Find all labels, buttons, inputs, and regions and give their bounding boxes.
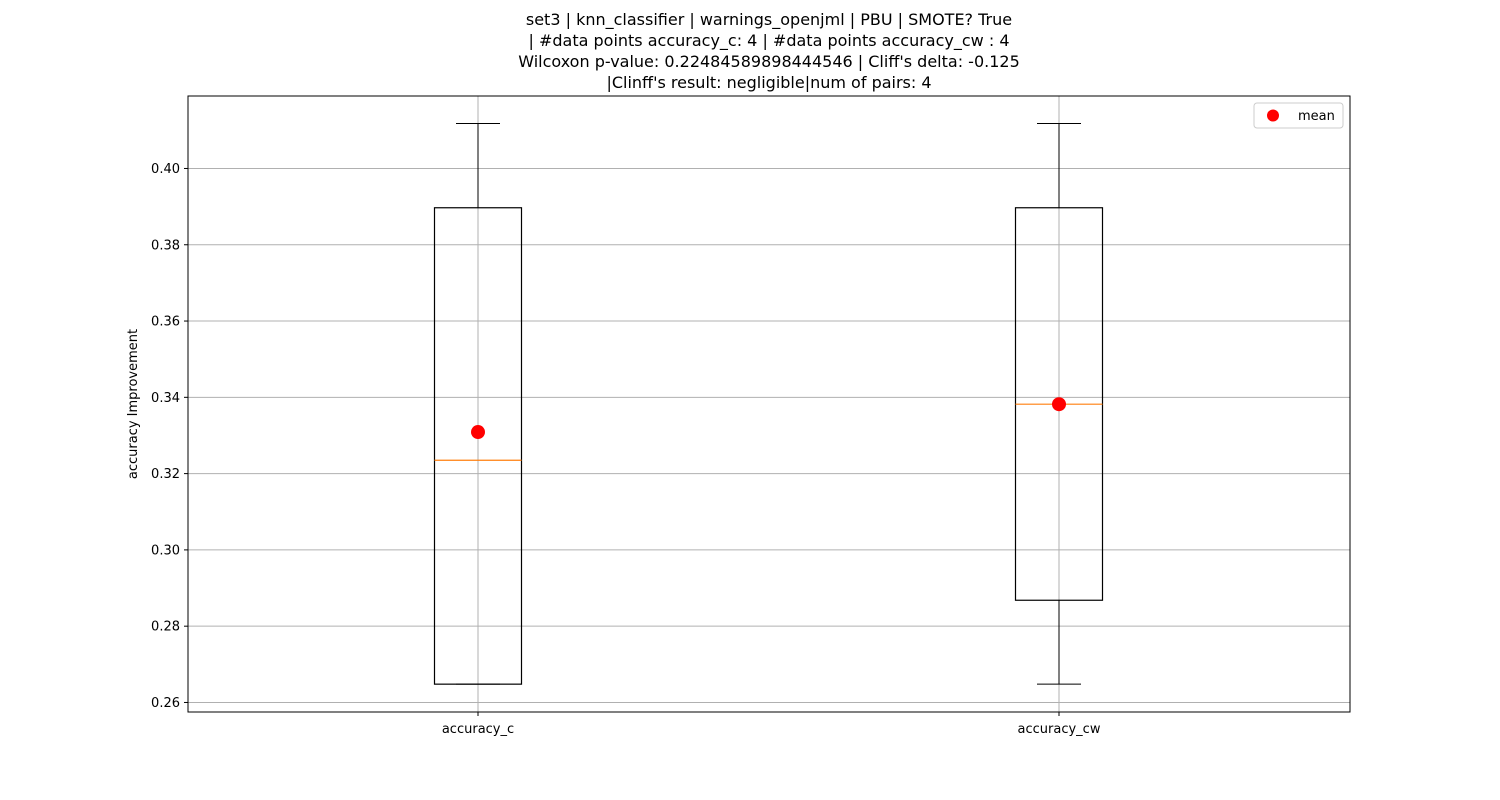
grid-lines xyxy=(188,96,1350,712)
y-tick-label: 0.36 xyxy=(151,315,180,330)
legend-frame xyxy=(1253,102,1344,129)
mean-marker xyxy=(471,425,485,440)
box-plots xyxy=(433,122,1104,685)
y-tick-label: 0.34 xyxy=(151,391,180,406)
box-accuracy_c xyxy=(433,122,523,685)
y-tick-label: 0.32 xyxy=(151,467,180,482)
legend: mean xyxy=(1253,102,1344,129)
chart-title-line: Wilcoxon p-value: 0.22484589898444546 | … xyxy=(518,52,1020,71)
legend-mean-marker xyxy=(1267,109,1279,122)
y-axis: 0.26 0.28 0.30 0.32 0.34 0.36 0.38 0.40 xyxy=(151,162,188,711)
legend-mean-label: mean xyxy=(1298,109,1335,124)
box-accuracy_cw xyxy=(1014,122,1104,685)
y-tick-label: 0.40 xyxy=(151,162,180,177)
x-axis: accuracy_c accuracy_cw xyxy=(442,712,1101,737)
chart-title-line: |Clinff's result: negligible|num of pair… xyxy=(606,73,931,92)
y-tick-label: 0.38 xyxy=(151,238,180,253)
chart-title: set3 | knn_classifier | warnings_openjml… xyxy=(518,10,1020,92)
chart-title-line: | #data points accuracy_c: 4 | #data poi… xyxy=(528,31,1009,51)
box-iqr xyxy=(433,207,523,685)
y-axis-label: accuracy Improvement xyxy=(126,329,141,479)
chart-title-line: set3 | knn_classifier | warnings_openjml… xyxy=(526,10,1012,30)
mean-marker xyxy=(1052,397,1066,412)
plot-area-frame xyxy=(187,95,1351,713)
y-tick-label: 0.30 xyxy=(151,543,180,558)
x-tick-label: accuracy_c xyxy=(442,722,514,737)
x-tick-label: accuracy_cw xyxy=(1018,722,1101,737)
y-tick-label: 0.26 xyxy=(151,696,180,711)
y-tick-label: 0.28 xyxy=(151,620,180,635)
